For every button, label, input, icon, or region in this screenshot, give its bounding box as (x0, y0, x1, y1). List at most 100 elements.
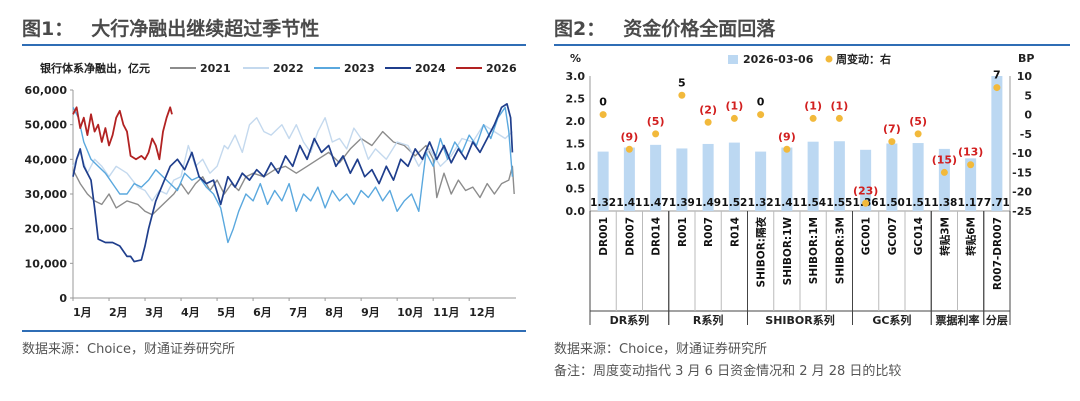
change-label: (13) (958, 146, 983, 159)
right-tick-label: -10 (1012, 147, 1032, 160)
category-label: 转贴6M (965, 217, 978, 256)
bar-SHIBOR:隔夜 (755, 151, 767, 211)
change-label: (9) (778, 130, 796, 143)
category-label: SHIBOR:1M (808, 217, 820, 284)
category-label: SHIBOR:隔夜 (755, 217, 768, 288)
y-tick-label: 60,000 (25, 84, 68, 97)
legend-label-2024: 2024 (415, 62, 446, 75)
category-label: GC001 (861, 217, 873, 255)
change-label: 5 (678, 76, 686, 89)
legend-label-2023: 2023 (344, 62, 375, 75)
right-axis-unit: BP (1018, 52, 1034, 65)
bar-value-label: 1.41 (616, 197, 642, 209)
change-dot-R007-DR007 (993, 84, 1001, 92)
change-label: (9) (621, 130, 639, 143)
right-tick-label: -15 (1012, 166, 1032, 179)
bar-SHIBOR:1M (807, 141, 819, 211)
category-label: R014 (729, 217, 741, 247)
change-label: (23) (853, 184, 878, 197)
group-label: SHIBOR系列 (765, 313, 834, 327)
chart1-title-text: 大行净融出继续超过季节性 (91, 18, 320, 40)
change-label: (2) (699, 103, 717, 116)
x-tick-label: 2月 (109, 306, 128, 319)
chart2-note: 备注：周度变动指代 3 月 6 日资金情况和 2 月 28 日的比较 (554, 364, 902, 379)
change-label: 0 (757, 96, 765, 109)
bar-GC001 (860, 149, 872, 211)
bar-SHIBOR:3M (833, 141, 845, 211)
category-label: R007 (703, 217, 715, 247)
change-dot-GC007 (888, 138, 896, 146)
chart1-title-rule (22, 44, 526, 46)
chart1-line-chart: 银行体系净融出，亿元 2021 2022 2023 2024 2026 0 10,000 20,… (25, 61, 517, 319)
change-dot-转贴3M (940, 168, 948, 176)
right-tick-label: -5 (1020, 128, 1032, 141)
change-label: (7) (883, 123, 901, 136)
bar-R007 (702, 143, 714, 211)
bar-value-label: 1.17 (958, 197, 984, 209)
bar-value-label: 1.38 (931, 197, 957, 209)
series-line-2023 (72, 106, 514, 244)
chart1-title-number: 图1： (22, 18, 74, 40)
bar-value-label: 1.32 (748, 197, 774, 209)
x-tick-label: 4月 (181, 306, 200, 319)
chart2-title-text: 资金价格全面回落 (623, 18, 776, 40)
bar-SHIBOR:1W (781, 147, 793, 211)
left-tick-label: 0.5 (566, 183, 586, 196)
left-panel: 图1： 大行净融出继续超过季节性 银行体系净融出，亿元 2021 2022 2023 20… (0, 0, 536, 401)
change-label: 0 (599, 96, 607, 109)
left-tick-label: 2.0 (566, 115, 586, 128)
change-dot-SHIBOR:隔夜 (757, 111, 765, 119)
group-label: 分层 (986, 313, 1008, 327)
chart2-title-rule (554, 44, 1070, 46)
change-dot-GC001 (862, 199, 870, 207)
bar-转贴3M (938, 148, 950, 211)
bar-value-label: 1.55 (826, 197, 852, 209)
bar-R014 (728, 142, 740, 211)
y-tick-label: 10,000 (25, 257, 68, 270)
bar-value-label: 1.51 (905, 197, 931, 209)
bar-value-label: 1.39 (669, 197, 695, 209)
change-dot-R001 (678, 91, 686, 99)
legend-dot-swatch (825, 55, 833, 63)
category-label: GC007 (887, 217, 899, 255)
group-label: 票据利率 (936, 313, 980, 327)
right-tick-label: -25 (1012, 205, 1032, 218)
change-dot-转贴6M (967, 161, 975, 169)
bar-DR014 (650, 144, 662, 211)
y-tick-label: 0 (59, 292, 67, 305)
change-label: (1) (831, 99, 849, 112)
right-tick-label: 0 (1024, 109, 1032, 122)
legend-label-2026: 2026 (486, 62, 517, 75)
change-dot-DR014 (652, 130, 660, 138)
chart2-bar-chart: % BP 2026-03-06 周变动：右 0.0 0.5 1.0 1.5 2.0 2.5 3.0 -… (566, 52, 1035, 327)
x-tick-label: 1月 (73, 306, 92, 319)
y-tick-label: 20,000 (25, 223, 68, 236)
legend-bar-label: 2026-03-06 (743, 53, 814, 66)
y-tick-label: 30,000 (25, 188, 68, 201)
chart2-source: 数据来源：Choice，财通证券研究所 (554, 342, 768, 357)
left-axis-unit: % (570, 52, 581, 65)
category-label: R007-DR007 (992, 217, 1004, 290)
chart2-title: 图2： 资金价格全面回落 (554, 14, 775, 41)
left-tick-label: 1.5 (566, 138, 586, 151)
x-tick-label: 3月 (145, 306, 164, 319)
bar-value-label: 1.52 (721, 197, 747, 209)
bar-value-label: 1.49 (695, 197, 721, 209)
bar-R007-DR007 (991, 76, 1003, 211)
change-label: (5) (909, 115, 927, 128)
right-tick-label: 5 (1024, 89, 1032, 102)
change-dot-R007 (704, 118, 712, 126)
category-label: R001 (677, 217, 689, 247)
series-line-2021 (72, 130, 515, 216)
change-label: (15) (932, 153, 957, 166)
x-tick-label: 12月 (469, 306, 495, 319)
right-panel: 图2： 资金价格全面回落 % BP 2026-03-06 周变动：右 0.0 0.5 1.0 1… (548, 0, 1080, 401)
chart1-bottom-rule (22, 330, 526, 332)
bar-value-label: 1.32 (590, 197, 616, 209)
x-tick-label: 7月 (289, 306, 308, 319)
series-line-2024 (72, 103, 514, 263)
left-tick-label: 3.0 (566, 70, 586, 83)
chart1-title: 图1： 大行净融出继续超过季节性 (22, 14, 319, 41)
right-tick-label: -20 (1012, 186, 1032, 199)
bar-value-label: 1.41 (774, 197, 800, 209)
